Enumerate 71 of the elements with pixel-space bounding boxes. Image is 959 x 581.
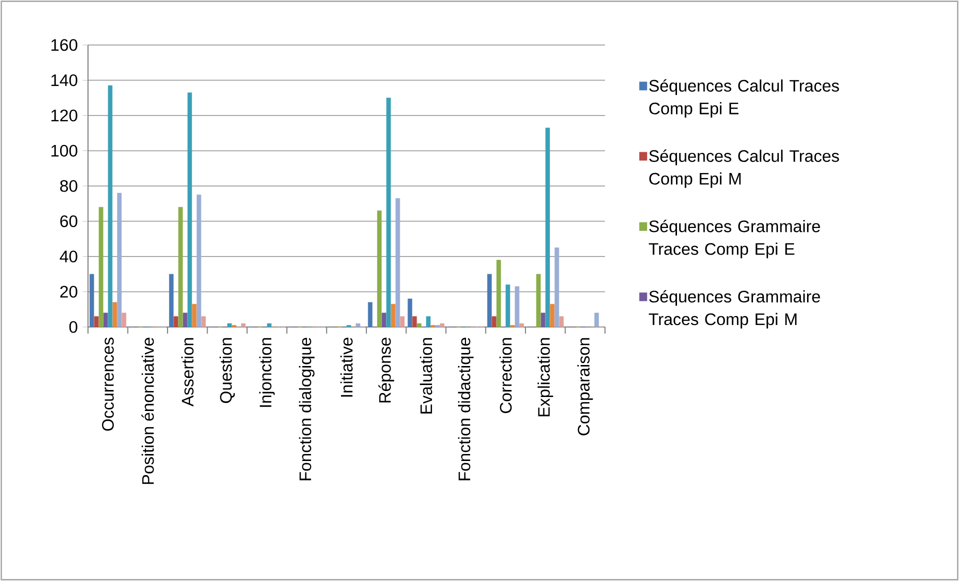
bar (545, 128, 550, 328)
bar (94, 316, 99, 328)
bar (554, 248, 560, 328)
x-tick-label: Comparaison (577, 338, 593, 436)
bar (396, 198, 400, 328)
bar (550, 304, 554, 328)
x-tick-label: Correction (499, 338, 512, 414)
x-tick-label: Injonction (259, 338, 275, 407)
bar (412, 316, 417, 328)
bar (90, 274, 94, 328)
bar (400, 316, 405, 328)
legend-label: Séquences Grammaire Traces Comp Epi E (648, 220, 820, 258)
bar (519, 323, 524, 328)
bar (201, 316, 206, 328)
bar (112, 302, 118, 328)
y-tick-label: 0 (69, 321, 78, 333)
bar (187, 92, 192, 328)
bar (192, 304, 197, 328)
y-tick-label: 60 (60, 215, 78, 228)
legend-label: Séquences Calcul Traces Comp Epi M (649, 150, 839, 188)
y-tick-label: 20 (60, 286, 78, 298)
bar (117, 192, 122, 328)
bar (267, 323, 272, 328)
bar (390, 304, 396, 328)
bar (368, 302, 372, 328)
y-tick-label: 160 (51, 39, 78, 51)
bar (559, 316, 564, 328)
y-tick-label: 100 (51, 144, 78, 157)
bar (594, 312, 599, 328)
bar (506, 284, 510, 328)
bar (440, 323, 444, 328)
x-tick-label: Occurrences (102, 338, 114, 431)
bar (227, 323, 232, 328)
bar (356, 323, 360, 328)
bar (487, 274, 492, 328)
bar (103, 312, 108, 328)
bar (514, 286, 520, 328)
bar (382, 312, 386, 328)
y-tick-label: 40 (60, 250, 78, 262)
x-tick-label: Réponse (378, 338, 394, 402)
x-tick-label: Explication (538, 338, 554, 416)
bar (540, 312, 546, 328)
x-tick-label: Initiative (340, 338, 353, 397)
bar (182, 312, 188, 328)
bar (122, 312, 126, 328)
x-tick-label: Assertion (181, 338, 194, 406)
bar (408, 298, 412, 328)
bar (196, 194, 202, 328)
bar (426, 316, 431, 328)
bar (169, 274, 174, 328)
x-tick-label: Evaluation (420, 338, 432, 414)
bar (174, 316, 178, 328)
bar (108, 85, 112, 328)
x-tick-label: Position énonciative (141, 338, 154, 484)
x-tick-label: Question (220, 338, 235, 403)
bar (416, 323, 422, 328)
bar (496, 260, 501, 328)
bar (98, 207, 104, 328)
x-tick-label: Fonction didactique (458, 338, 474, 480)
bar (492, 316, 496, 328)
y-tick-label: 120 (51, 110, 78, 122)
y-tick-label: 140 (51, 74, 78, 86)
bar (386, 98, 391, 328)
bar (377, 210, 382, 328)
legend-label: Séquences Calcul Traces Comp Epi E (649, 79, 839, 118)
bar (241, 323, 246, 328)
bar (536, 274, 541, 328)
y-tick-label: 80 (60, 180, 78, 192)
legend-label: Séquences Grammaire Traces Comp Epi M (648, 290, 820, 328)
x-tick-label: Fonction dialogique (298, 338, 314, 480)
bar (178, 207, 183, 328)
